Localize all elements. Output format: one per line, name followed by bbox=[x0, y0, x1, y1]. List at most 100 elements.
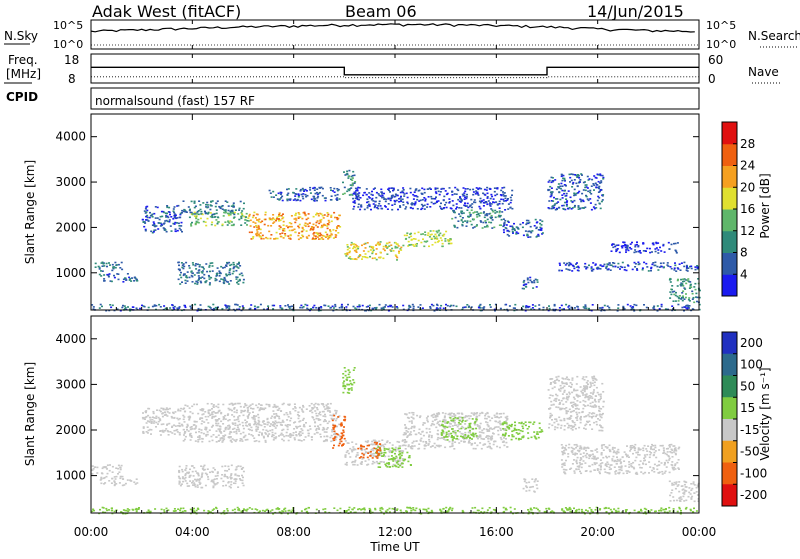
range-cell bbox=[151, 419, 153, 421]
range-cell bbox=[324, 408, 326, 410]
range-cell bbox=[164, 220, 166, 222]
range-cell bbox=[488, 222, 490, 224]
range-cell bbox=[681, 262, 683, 264]
range-cell bbox=[235, 209, 237, 211]
range-cell bbox=[580, 201, 582, 203]
range-cell bbox=[566, 200, 568, 202]
range-cell bbox=[338, 189, 340, 191]
range-cell bbox=[242, 440, 244, 442]
range-cell bbox=[500, 437, 502, 439]
range-cell bbox=[498, 434, 500, 436]
range-cell bbox=[350, 194, 352, 196]
range-cell bbox=[430, 425, 432, 427]
range-cell bbox=[148, 220, 150, 222]
range-cell bbox=[181, 262, 183, 264]
range-cell bbox=[188, 265, 190, 267]
range-cell bbox=[661, 306, 663, 308]
range-cell bbox=[273, 413, 275, 415]
range-cell bbox=[213, 416, 215, 418]
range-cell bbox=[153, 231, 155, 233]
range-cell bbox=[565, 268, 567, 270]
range-cell bbox=[408, 428, 410, 430]
range-cell bbox=[214, 216, 216, 218]
range-cell bbox=[189, 469, 191, 471]
range-cell bbox=[191, 406, 193, 408]
range-cell bbox=[273, 305, 275, 307]
range-cell bbox=[438, 240, 440, 242]
range-cell bbox=[141, 305, 143, 307]
range-cell bbox=[443, 438, 445, 440]
range-cell bbox=[147, 426, 149, 428]
range-cell bbox=[536, 227, 538, 229]
range-cell bbox=[216, 273, 218, 275]
range-cell bbox=[692, 293, 694, 295]
range-cell bbox=[609, 262, 611, 264]
range-cell bbox=[193, 482, 195, 484]
range-cell bbox=[174, 411, 176, 413]
range-cell bbox=[201, 276, 203, 278]
range-cell bbox=[123, 484, 125, 486]
range-cell bbox=[144, 418, 146, 420]
range-cell bbox=[247, 411, 249, 413]
range-cell bbox=[270, 238, 272, 240]
range-cell bbox=[437, 305, 439, 307]
range-cell bbox=[344, 187, 346, 189]
range-cell bbox=[222, 438, 224, 440]
range-cell bbox=[287, 227, 289, 229]
range-cell bbox=[240, 224, 242, 226]
range-cell bbox=[290, 238, 292, 240]
range-cell bbox=[680, 279, 682, 281]
range-cell bbox=[629, 247, 631, 249]
range-cell bbox=[333, 212, 335, 214]
range-cell bbox=[216, 430, 218, 432]
range-cell bbox=[437, 439, 439, 441]
range-cell bbox=[298, 421, 300, 423]
range-cell bbox=[584, 391, 586, 393]
range-cell bbox=[422, 233, 424, 235]
range-cell bbox=[508, 203, 510, 205]
range-cell bbox=[326, 404, 328, 406]
range-cell bbox=[467, 220, 469, 222]
range-cell bbox=[303, 418, 305, 420]
range-cell bbox=[413, 198, 415, 200]
range-cell bbox=[525, 224, 527, 226]
range-cell bbox=[99, 274, 101, 276]
range-cell bbox=[344, 388, 346, 390]
range-cell bbox=[193, 404, 195, 406]
range-cell bbox=[295, 219, 297, 221]
range-cell bbox=[469, 221, 471, 223]
range-cell bbox=[693, 302, 695, 304]
range-cell bbox=[166, 213, 168, 215]
range-cell bbox=[643, 262, 645, 264]
range-cell bbox=[480, 436, 482, 438]
range-cell bbox=[191, 201, 193, 203]
range-cell bbox=[211, 224, 213, 226]
range-cell bbox=[400, 197, 402, 199]
range-cell bbox=[424, 205, 426, 207]
range-cell bbox=[438, 191, 440, 193]
range-cell bbox=[454, 193, 456, 195]
range-cell bbox=[469, 215, 471, 217]
range-cell bbox=[436, 238, 438, 240]
range-cell bbox=[212, 304, 214, 306]
range-cell bbox=[408, 305, 410, 307]
range-cell bbox=[471, 203, 473, 205]
range-cell bbox=[239, 306, 241, 308]
range-cell bbox=[348, 175, 350, 177]
range-cell bbox=[324, 214, 326, 216]
range-cell bbox=[401, 466, 403, 468]
range-cell bbox=[230, 475, 232, 477]
range-cell bbox=[279, 228, 281, 230]
range-cell bbox=[210, 307, 212, 309]
range-cell bbox=[504, 192, 506, 194]
range-cell bbox=[439, 307, 441, 309]
range-cell bbox=[399, 465, 401, 467]
range-cell bbox=[582, 394, 584, 396]
range-cell bbox=[194, 207, 196, 209]
range-cell bbox=[354, 449, 356, 451]
range-cell bbox=[378, 466, 380, 468]
range-cell bbox=[423, 435, 425, 437]
range-cell bbox=[597, 196, 599, 198]
range-cell bbox=[178, 483, 180, 485]
range-cell bbox=[302, 405, 304, 407]
